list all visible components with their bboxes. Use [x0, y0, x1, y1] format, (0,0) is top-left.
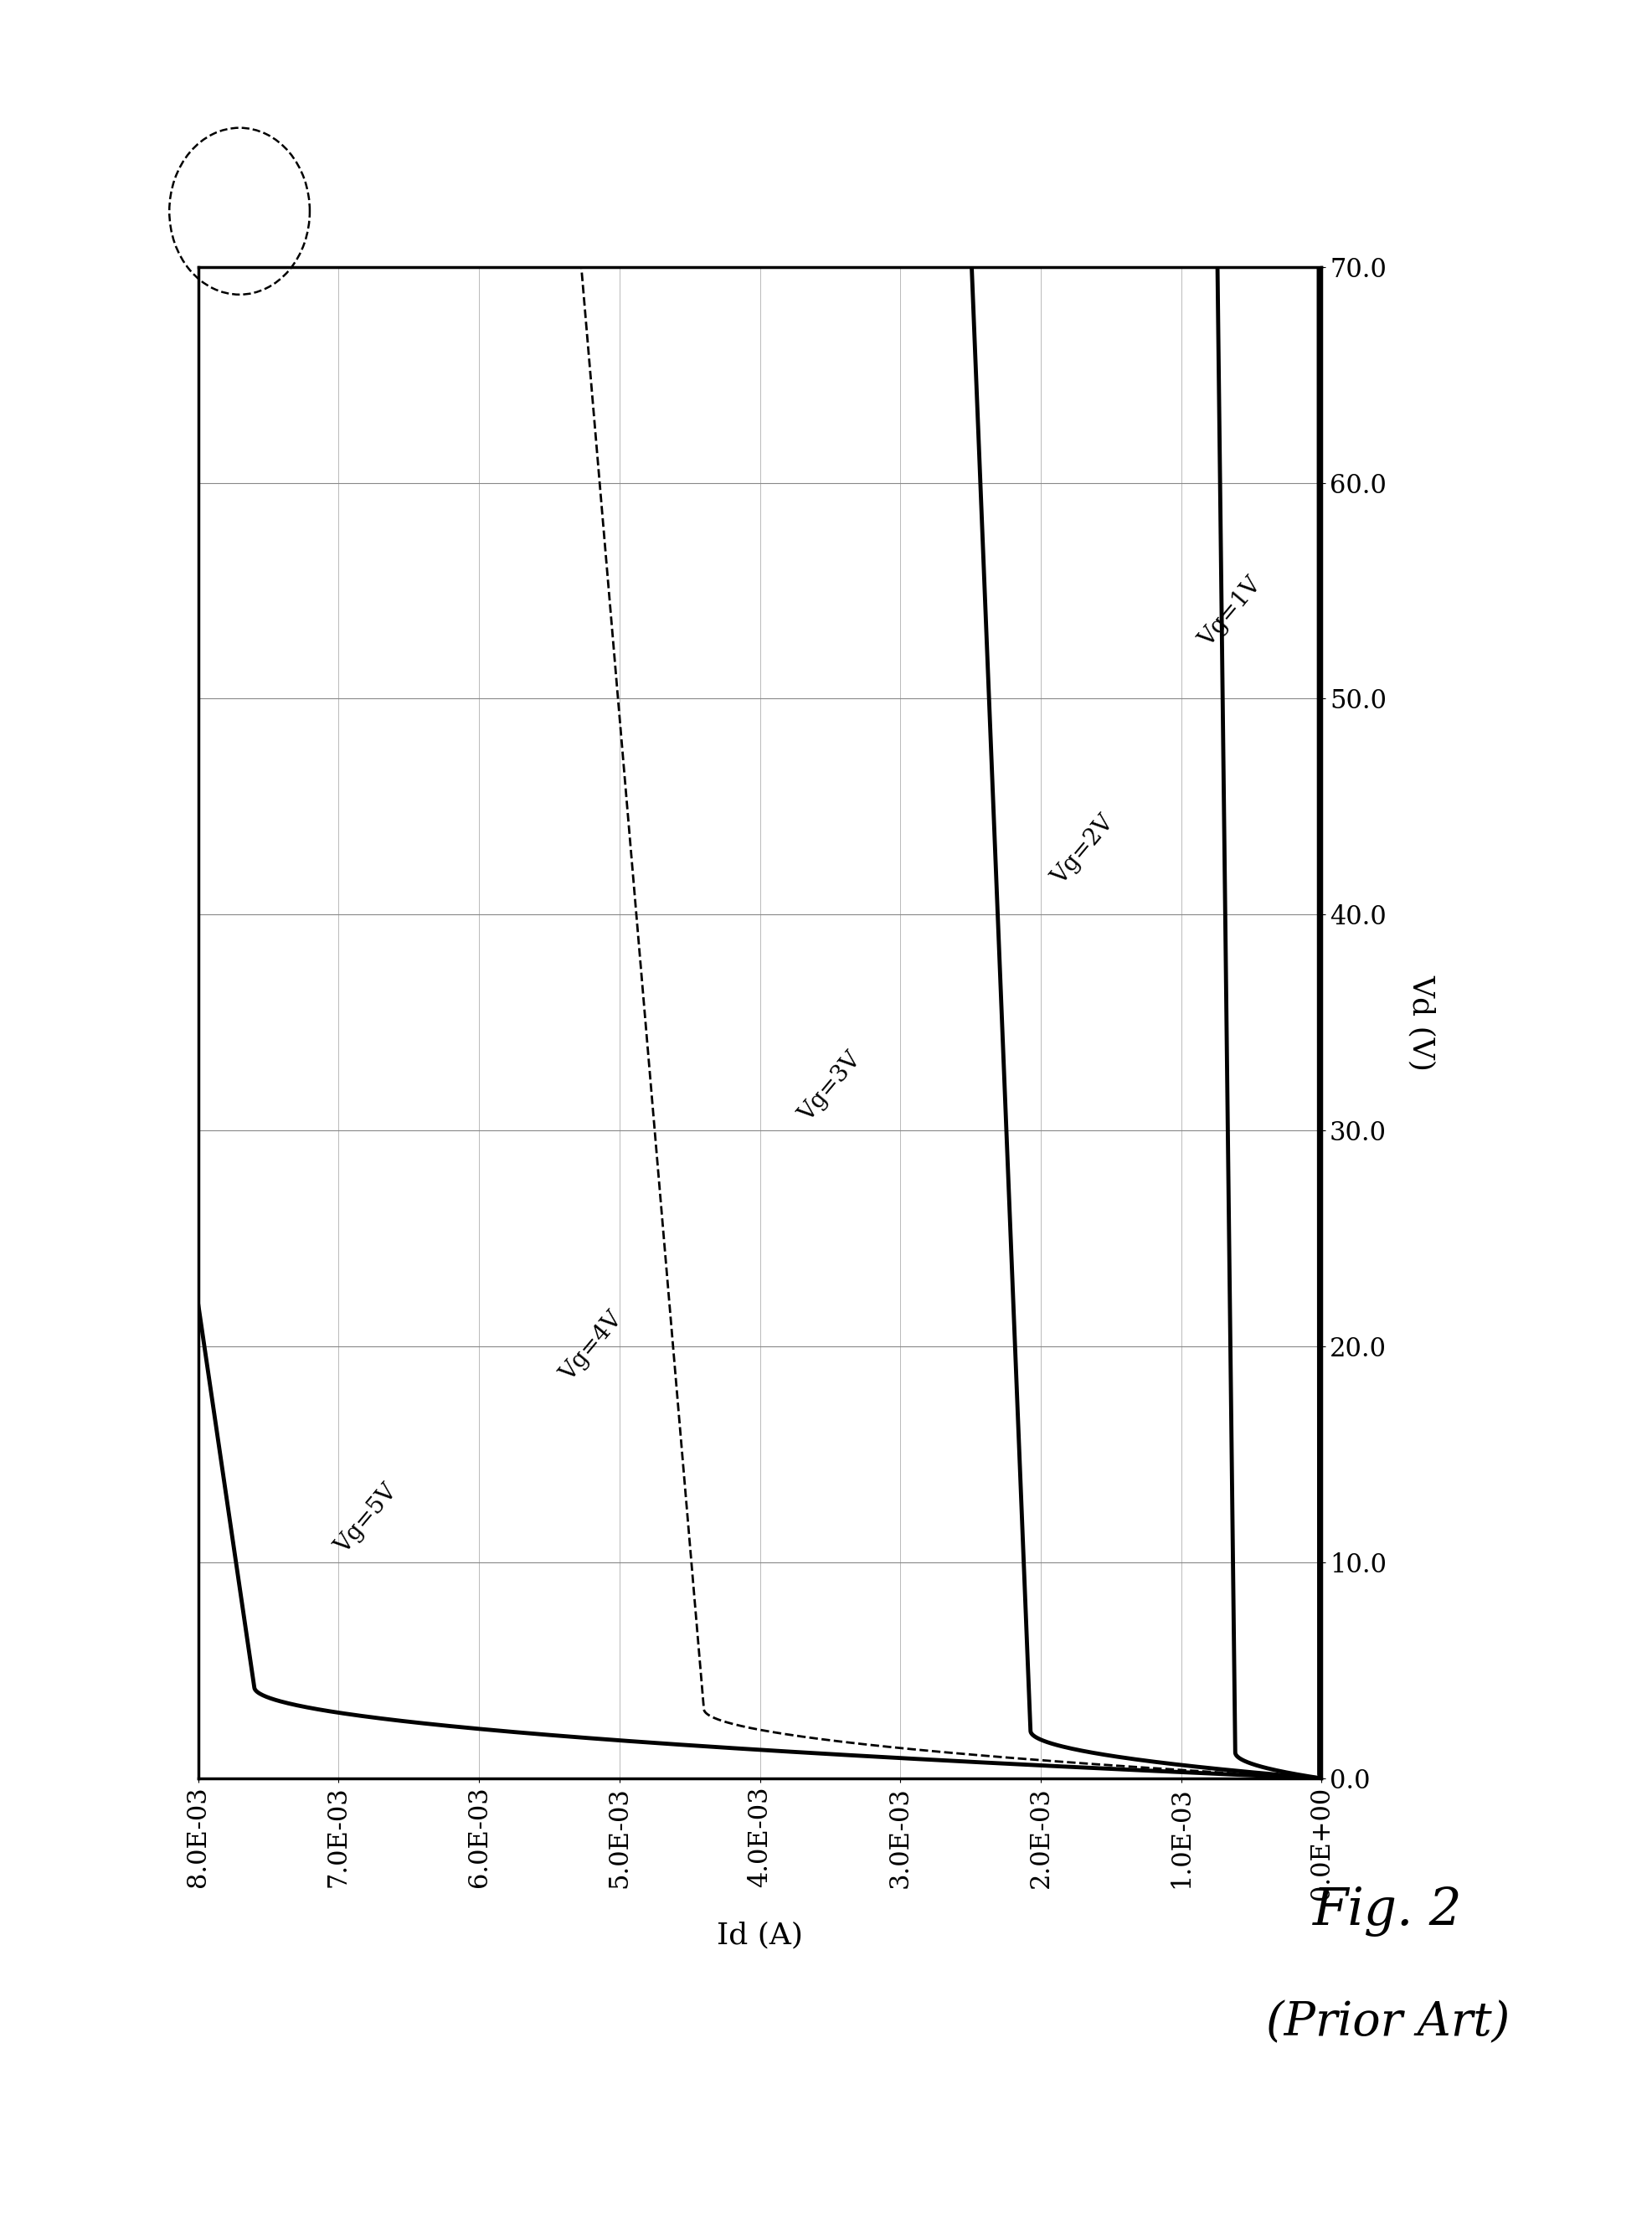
Text: Vg=3V: Vg=3V [795, 1049, 866, 1127]
Text: Fig. 2: Fig. 2 [1313, 1887, 1462, 1936]
Text: Vg=4V: Vg=4V [557, 1307, 626, 1385]
Text: (Prior Art): (Prior Art) [1265, 2001, 1510, 2045]
X-axis label: Id (A): Id (A) [717, 1921, 803, 1950]
Y-axis label: Vd (V): Vd (V) [1408, 974, 1436, 1071]
Text: Vg=5V: Vg=5V [332, 1481, 401, 1558]
Text: Vg=2V: Vg=2V [1047, 811, 1118, 889]
Text: Vg=1V: Vg=1V [1194, 574, 1265, 651]
